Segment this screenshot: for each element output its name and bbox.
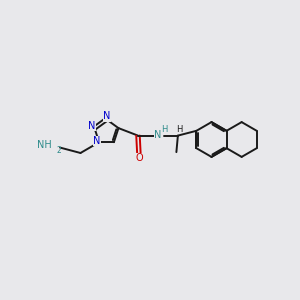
Text: N: N [93, 136, 100, 146]
Text: N: N [154, 130, 162, 140]
Text: N: N [88, 121, 95, 131]
Text: NH: NH [37, 140, 52, 151]
Text: H: H [161, 125, 167, 134]
Text: O: O [135, 153, 143, 163]
Text: 2: 2 [56, 146, 61, 155]
Text: H: H [176, 125, 183, 134]
Text: N: N [103, 111, 111, 122]
